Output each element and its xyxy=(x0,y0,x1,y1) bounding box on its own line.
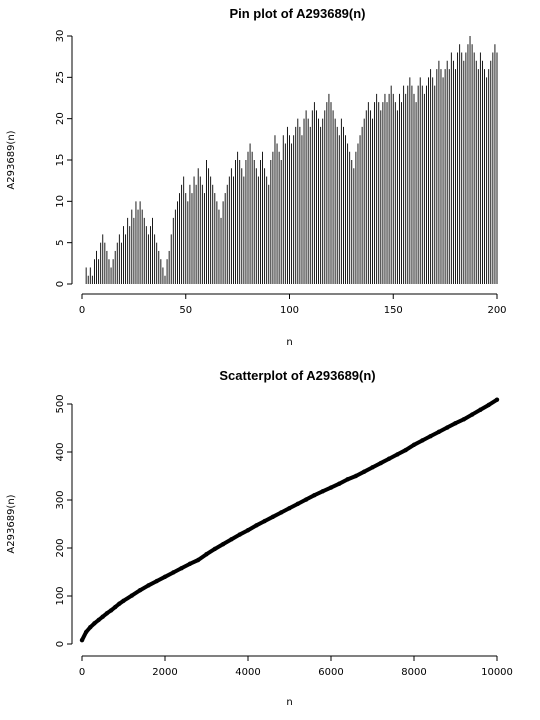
x-axis-label: n xyxy=(286,697,292,708)
x-tick-label: 4000 xyxy=(235,667,260,678)
chart-title: Pin plot of A293689(n) xyxy=(229,6,365,21)
y-tick-label: 0 xyxy=(55,641,66,647)
y-tick-label: 0 xyxy=(55,281,66,287)
x-tick-label: 8000 xyxy=(401,667,426,678)
x-tick-label: 100 xyxy=(280,305,299,316)
y-tick-label: 5 xyxy=(55,239,66,245)
y-tick-label: 100 xyxy=(55,586,66,605)
x-ticks: 0 50 100 150 200 xyxy=(79,294,507,316)
x-tick-label: 200 xyxy=(487,305,506,316)
y-axis-label: A293689(n) xyxy=(6,494,17,553)
x-tick-label: 2000 xyxy=(152,667,177,678)
y-tick-label: 10 xyxy=(55,195,66,208)
x-tick-label: 50 xyxy=(179,305,192,316)
y-ticks: 0 5 10 15 20 25 30 xyxy=(55,30,72,287)
y-tick-label: 25 xyxy=(55,71,66,84)
pin-plot: Pin plot of A293689(n) 0 50 100 150 200 0 5 10… xyxy=(6,6,507,348)
x-ticks: 0 2000 4000 6000 8000 10000 xyxy=(79,656,513,678)
x-tick-label: 10000 xyxy=(481,667,513,678)
y-tick-label: 15 xyxy=(55,154,66,167)
chart-title: Scatterplot of A293689(n) xyxy=(219,368,375,383)
x-tick-label: 0 xyxy=(79,305,85,316)
y-tick-label: 500 xyxy=(55,394,66,413)
y-tick-label: 200 xyxy=(55,538,66,557)
y-axis-label: A293689(n) xyxy=(6,130,17,189)
dense-point-band xyxy=(80,397,499,642)
x-tick-label: 0 xyxy=(79,667,85,678)
scatter-series xyxy=(79,397,500,643)
x-axis-label: n xyxy=(286,337,292,348)
y-tick-label: 400 xyxy=(55,442,66,461)
y-tick-label: 20 xyxy=(55,112,66,125)
x-tick-label: 150 xyxy=(384,305,403,316)
pin-series xyxy=(85,36,498,284)
scatter-plot: Scatterplot of A293689(n) 0 2000 4000 6000 8… xyxy=(6,368,513,708)
y-tick-label: 300 xyxy=(55,490,66,509)
x-tick-label: 6000 xyxy=(318,667,343,678)
y-ticks: 0 100 200 300 400 500 xyxy=(55,394,72,647)
y-tick-label: 30 xyxy=(55,30,66,43)
